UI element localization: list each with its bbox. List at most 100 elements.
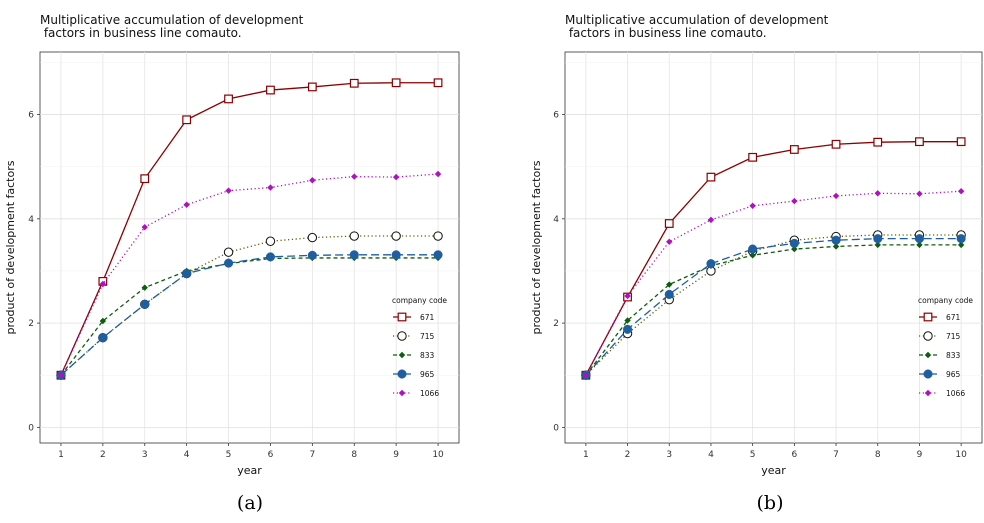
data-point-965 — [433, 250, 443, 260]
data-point-671 — [915, 137, 924, 147]
data-point-671 — [789, 145, 799, 154]
data-point-1066 — [225, 187, 232, 194]
data-point-671 — [224, 94, 233, 104]
x-tick-label: 6 — [791, 450, 797, 460]
data-point-965 — [914, 234, 925, 244]
data-point-965 — [664, 289, 674, 299]
data-point-833 — [666, 281, 673, 288]
data-point-671 — [831, 139, 841, 149]
y-axis-label: product of development factors — [4, 160, 17, 334]
data-point-1066 — [916, 190, 923, 198]
legend-label-715: 715 — [946, 332, 961, 341]
data-point-1066 — [957, 187, 965, 195]
x-tick-label: 6 — [268, 450, 274, 460]
x-tick-label: 2 — [625, 450, 631, 460]
x-tick-label: 4 — [184, 450, 190, 460]
data-point-833 — [141, 284, 148, 291]
legend-key-marker-1066 — [398, 389, 406, 397]
series-line-833 — [585, 244, 962, 376]
series-1066 — [582, 187, 965, 379]
series-1066 — [57, 170, 442, 379]
caption-b-wrap: (b) — [730, 492, 810, 514]
chart-title-line: Multiplicative accumulation of developme… — [565, 13, 829, 27]
data-point-1066 — [309, 177, 316, 184]
data-point-671 — [391, 78, 401, 88]
x-tick-label: 3 — [666, 450, 672, 460]
data-point-965 — [98, 333, 108, 343]
data-point-1066 — [141, 223, 148, 231]
data-point-715 — [265, 236, 276, 246]
x-tick-label: 9 — [917, 450, 923, 460]
x-tick-label: 7 — [833, 450, 839, 460]
legend-title: company code — [918, 296, 973, 305]
data-point-1066 — [582, 372, 590, 379]
legend-key-marker-715 — [397, 331, 407, 341]
data-point-1066 — [434, 170, 442, 178]
data-point-833 — [957, 241, 965, 249]
chart-title-line: factors in business line comauto. — [565, 26, 767, 40]
y-tick-label: 2 — [28, 319, 34, 329]
y-tick-label: 6 — [553, 111, 559, 121]
data-point-965 — [956, 234, 966, 244]
legend-key-marker-833 — [398, 351, 406, 359]
x-tick-label: 1 — [58, 450, 64, 460]
plot-area — [564, 51, 983, 444]
caption-a-wrap: (a) — [210, 492, 290, 514]
x-tick-label: 8 — [351, 450, 357, 460]
data-point-671 — [182, 115, 192, 125]
data-point-671 — [307, 82, 317, 92]
y-tick-label: 0 — [28, 423, 34, 433]
data-point-671 — [433, 78, 443, 88]
data-point-1066 — [392, 173, 400, 181]
series-line-671 — [60, 82, 439, 376]
data-point-833 — [99, 317, 107, 325]
data-point-671 — [140, 174, 150, 184]
legend-key-marker-833 — [924, 351, 932, 359]
data-point-1066 — [267, 184, 274, 191]
x-axis-label: year — [237, 464, 262, 477]
x-tick-label: 1 — [583, 450, 589, 460]
legend-key-marker-965 — [397, 369, 407, 379]
x-tick-label: 8 — [875, 450, 881, 460]
data-point-833 — [874, 241, 881, 249]
data-point-965 — [182, 269, 192, 279]
data-point-833 — [832, 243, 840, 250]
data-point-833 — [624, 317, 631, 324]
x-tick-label: 4 — [708, 450, 714, 460]
series-line-965 — [585, 237, 962, 376]
legend-key-marker-715 — [923, 331, 933, 341]
y-tick-label: 2 — [553, 319, 559, 329]
legend: company code 671 715 833 965 1066 — [918, 296, 973, 398]
data-point-965 — [831, 235, 841, 245]
data-point-715 — [307, 232, 318, 243]
data-point-1066 — [749, 202, 756, 209]
legend-label-715: 715 — [420, 332, 435, 341]
x-tick-label: 7 — [309, 450, 315, 460]
data-point-965 — [873, 234, 883, 244]
x-tick-label: 10 — [955, 450, 967, 460]
x-tick-label: 5 — [750, 450, 756, 460]
x-tick-label: 2 — [100, 450, 106, 460]
chart-title-line: factors in business line comauto. — [40, 26, 242, 40]
data-point-1066 — [666, 238, 673, 245]
x-tick-label: 10 — [432, 450, 444, 460]
data-point-671 — [266, 85, 275, 95]
data-point-1066 — [99, 280, 107, 288]
legend-title: company code — [392, 296, 447, 305]
caption-b: (b) — [756, 492, 784, 514]
data-point-671 — [748, 152, 758, 162]
legend-label-833: 833 — [946, 351, 961, 360]
data-point-1066 — [832, 192, 840, 200]
chart-panel-b: Multiplicative accumulation of developme… — [530, 13, 983, 477]
y-tick-label: 4 — [28, 215, 34, 225]
x-tick-label: 9 — [393, 450, 399, 460]
data-point-1066 — [707, 216, 715, 224]
series-line-1066 — [585, 190, 962, 376]
data-point-965 — [224, 258, 234, 268]
data-point-965 — [748, 244, 758, 254]
data-point-715 — [391, 231, 401, 241]
data-point-965 — [789, 238, 799, 248]
y-tick-label: 0 — [553, 423, 559, 433]
y-tick-label: 4 — [553, 215, 559, 225]
data-point-965 — [349, 250, 359, 260]
